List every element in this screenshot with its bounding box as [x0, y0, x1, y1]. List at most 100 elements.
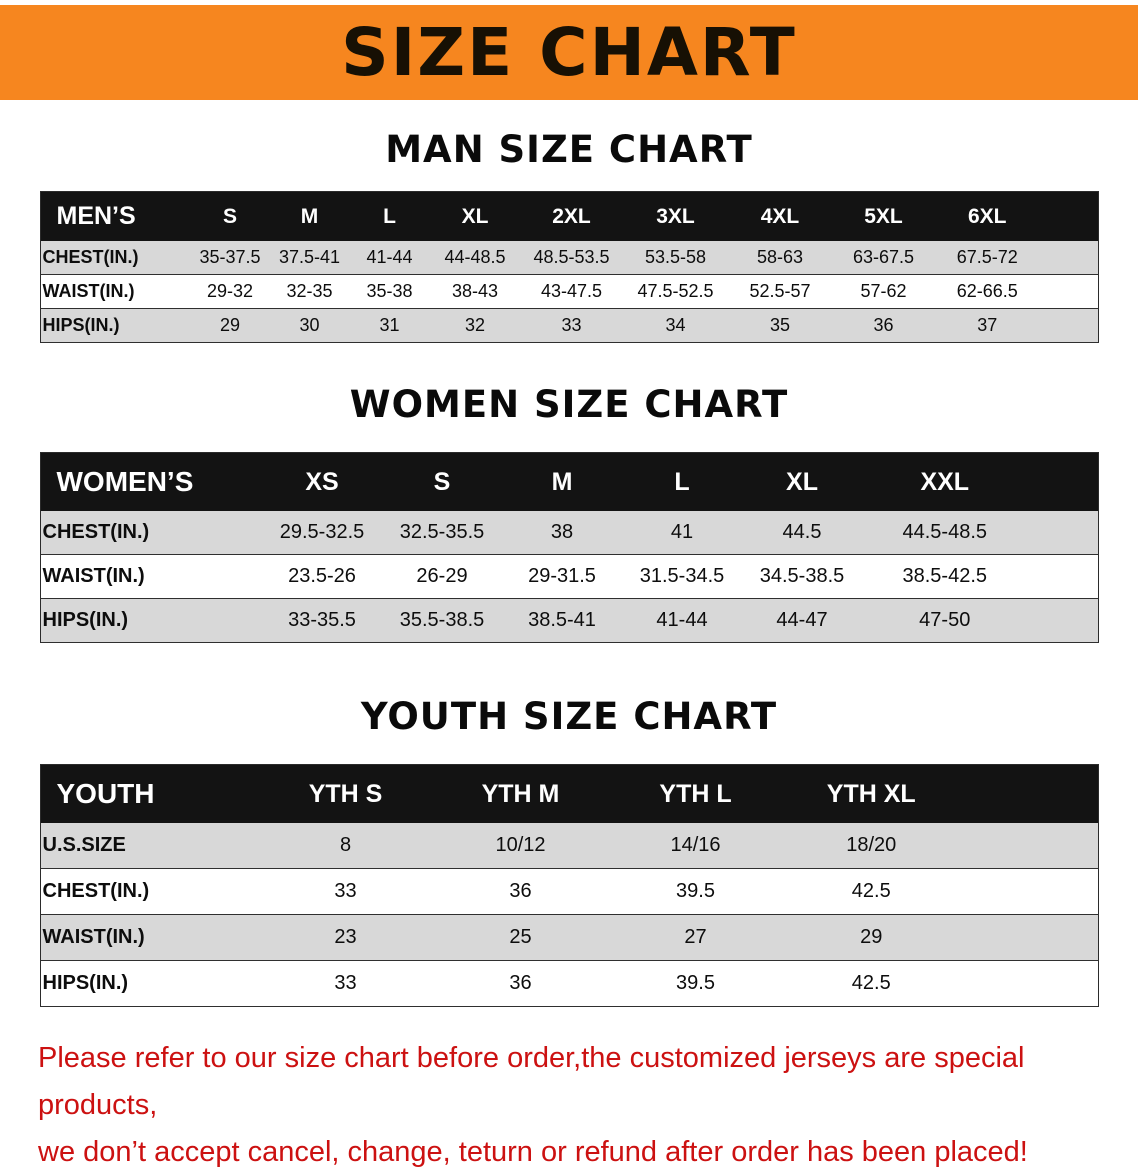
size-value-cell: 58-63 [756, 247, 804, 267]
size-value-cell: 29-32 [206, 281, 254, 301]
size-header-cell: YTH S [308, 779, 383, 808]
size-header-cell: 6XL [967, 204, 1007, 228]
size-value-cell: 30 [299, 315, 320, 335]
row-label-cell: CHEST(IN.) [42, 247, 139, 267]
size-chart-banner: SIZE CHART [0, 5, 1138, 100]
size-header-cell: 4XL [760, 204, 800, 228]
size-value-cell: 14/16 [670, 834, 721, 856]
size-header-cell: YTH XL [826, 779, 916, 808]
size-value-cell: 44.5 [782, 521, 822, 543]
size-value-cell: 35.5-38.5 [399, 609, 485, 631]
size-value-cell: 38.5-41 [528, 609, 596, 631]
row-label-cell: CHEST(IN.) [42, 521, 150, 543]
size-value-cell: 8 [339, 834, 352, 856]
disclaimer-note: Please refer to our size chart before or… [38, 1035, 1100, 1176]
size-value-cell: 32 [464, 315, 486, 335]
size-value-cell: 27 [684, 926, 707, 948]
size-header-cell: L [674, 467, 690, 496]
size-value-cell: 32-35 [286, 281, 333, 301]
size-value-cell: 62-66.5 [956, 281, 1018, 301]
size-value-cell: 39.5 [676, 880, 715, 902]
size-value-cell: 29 [219, 315, 241, 335]
size-header-cell: 3XL [656, 204, 695, 228]
size-value-cell: 25 [509, 926, 532, 948]
table-header-row: YOUTH YTH S YTH M YTH L YTH XL [40, 764, 1098, 823]
size-value-cell: 63-67.5 [852, 247, 915, 267]
size-value-cell: 33 [561, 315, 582, 335]
measurement-row: HIPS(IN.) 33-35.5 35.5-38.5 38.5-41 41-44 44-… [40, 598, 1098, 643]
row-label-cell: U.S.SIZE [42, 834, 126, 856]
youth-size-table: YOUTH YTH S YTH M YTH L YTH XL U.S.SIZE 8 10/12… [39, 764, 1099, 1007]
size-value-cell: 23 [334, 926, 357, 948]
measurement-row: CHEST(IN.) 33 36 39.5 42.5 [40, 868, 1098, 915]
size-value-cell: 31 [379, 315, 400, 335]
size-value-cell: 43-47.5 [540, 281, 603, 301]
size-value-cell: 39.5 [676, 972, 715, 994]
size-header-cell: S [222, 204, 237, 228]
row-label-cell: WAIST(IN.) [42, 926, 145, 948]
size-value-cell: 33 [334, 972, 357, 994]
size-value-cell: 29-31.5 [528, 565, 596, 587]
measurement-row: CHEST(IN.) 29.5-32.5 32.5-35.5 38 41 44.5 44.5… [40, 511, 1098, 555]
size-value-cell: 44.5-48.5 [902, 521, 987, 543]
women-size-chart-heading: WOMEN SIZE CHART [349, 383, 789, 426]
size-value-cell: 38-43 [451, 281, 499, 301]
table-title-cell: YOUTH [56, 778, 155, 809]
size-header-cell: YTH L [659, 779, 732, 808]
women-size-section: WOMEN SIZE CHART WOMEN’S XS S M L XL XXL CHEST(… [0, 383, 1138, 643]
row-label-cell: HIPS(IN.) [42, 972, 129, 994]
disclaimer-line-2: we don’t accept cancel, change, teturn o… [38, 1135, 1028, 1168]
size-value-cell: 44-48.5 [444, 247, 506, 267]
size-value-cell: 29 [860, 926, 883, 948]
size-value-cell: 52.5-57 [749, 281, 811, 301]
size-header-cell: 5XL [864, 204, 903, 228]
size-value-cell: 42.5 [851, 972, 891, 994]
womens-size-table: WOMEN’S XS S M L XL XXL CHEST(IN.) 29.5-32.5 32.5… [39, 452, 1099, 643]
table-header-row: MEN’S S M L XL 2XL 3XL 4XL 5XL 6XL [40, 191, 1098, 241]
disclaimer-line-1: Please refer to our size chart before or… [38, 1042, 1025, 1121]
youth-size-section: YOUTH SIZE CHART YOUTH YTH S YTH M YTH L YTH… [0, 695, 1138, 1007]
size-value-cell: 34.5-38.5 [759, 565, 845, 587]
size-value-cell: 36 [873, 315, 894, 335]
measurement-row: HIPS(IN.) 33 36 39.5 42.5 [40, 960, 1098, 1007]
man-size-section: MAN SIZE CHART MEN’S S M L XL 2XL 3XL 4XL 5XL 6XL… [0, 128, 1138, 343]
size-value-cell: 35-37.5 [199, 247, 261, 267]
size-value-cell: 36 [509, 972, 532, 994]
row-label-cell: HIPS(IN.) [42, 609, 129, 631]
size-value-cell: 36 [509, 880, 532, 902]
size-value-cell: 48.5-53.5 [533, 247, 610, 267]
size-value-cell: 34 [665, 315, 686, 335]
size-value-cell: 41 [670, 521, 694, 543]
size-value-cell: 47.5-52.5 [637, 281, 714, 301]
size-value-cell: 53.5-58 [644, 247, 707, 267]
size-value-cell: 38.5-42.5 [902, 565, 987, 587]
size-value-cell: 38 [550, 521, 574, 543]
size-value-cell: 35-38 [366, 281, 413, 301]
size-value-cell: 47-50 [919, 609, 971, 631]
size-value-cell: 31.5-34.5 [639, 565, 725, 587]
measurement-row: U.S.SIZE 8 10/12 14/16 18/20 [40, 823, 1098, 869]
size-value-cell: 26-29 [416, 565, 468, 587]
table-title-cell: MEN’S [56, 202, 136, 230]
size-header-cell: XL [461, 204, 489, 228]
table-header-row: WOMEN’S XS S M L XL XXL [40, 452, 1098, 511]
measurement-row: HIPS(IN.) 29 30 31 32 33 34 35 36 37 [40, 308, 1098, 343]
size-value-cell: 23.5-26 [288, 565, 356, 587]
size-value-cell: 32.5-35.5 [399, 521, 485, 543]
size-value-cell: 57-62 [860, 281, 907, 301]
measurement-row: CHEST(IN.) 35-37.5 37.5-41 41-44 44-48.5 48.5… [40, 241, 1098, 275]
size-value-cell: 44-47 [776, 609, 828, 631]
row-label-cell: WAIST(IN.) [42, 281, 135, 301]
size-header-cell: XL [786, 467, 818, 496]
size-header-cell: M [300, 204, 319, 228]
size-value-cell: 33-35.5 [288, 609, 356, 631]
size-header-cell: L [383, 204, 396, 228]
size-chart-page: SIZE CHART MAN SIZE CHART MEN’S S M L XL 2XL 3… [0, 5, 1138, 1176]
size-value-cell: 42.5 [851, 880, 891, 902]
size-header-cell: M [551, 467, 573, 496]
size-value-cell: 35 [769, 315, 791, 335]
size-value-cell: 37.5-41 [278, 247, 341, 267]
size-value-cell: 41-44 [366, 247, 413, 267]
row-label-cell: HIPS(IN.) [42, 315, 120, 335]
size-value-cell: 33 [334, 880, 357, 902]
